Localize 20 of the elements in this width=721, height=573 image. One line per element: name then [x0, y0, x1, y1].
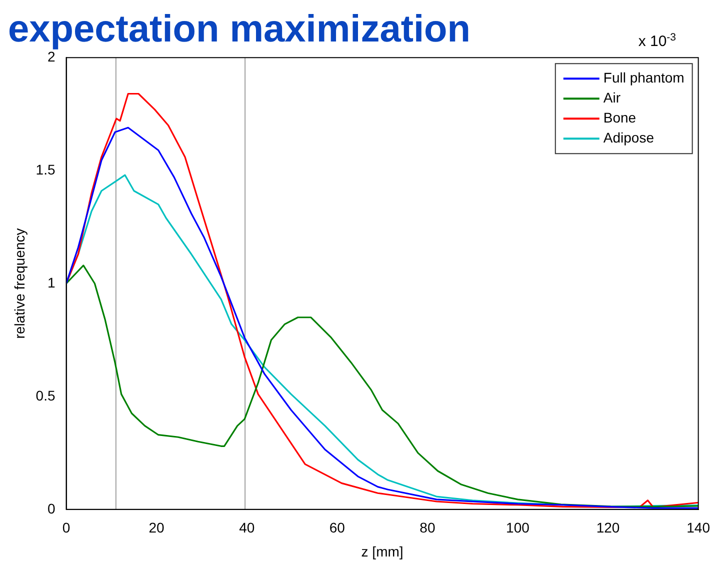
- legend-label: Full phantom: [603, 69, 684, 86]
- y-tick-label: 1.5: [36, 161, 56, 178]
- x-tick-label: 80: [420, 520, 436, 536]
- y-tick-label: 2: [47, 48, 56, 64]
- x-tick-label: 20: [148, 520, 165, 536]
- legend-label: Air: [603, 89, 621, 106]
- x-axis-title: z [mm]: [361, 543, 404, 560]
- chart-title: expectation maximization: [8, 8, 470, 50]
- legend-label: Adipose: [603, 129, 654, 146]
- x-tick-label: 0: [62, 520, 70, 536]
- y-tick-label: 1: [47, 274, 56, 290]
- y-tick-label: 0.5: [36, 387, 56, 404]
- x-tick-label: 60: [329, 520, 346, 536]
- x-tick-label: 140: [686, 520, 710, 536]
- x-tick-label: 100: [506, 520, 530, 536]
- x-tick-label: 40: [239, 520, 255, 536]
- legend-label: Bone: [603, 109, 636, 126]
- y-tick-label: 0: [47, 500, 56, 516]
- x-tick-label: 120: [596, 520, 620, 536]
- y-axis-title: relative frequency: [11, 228, 28, 339]
